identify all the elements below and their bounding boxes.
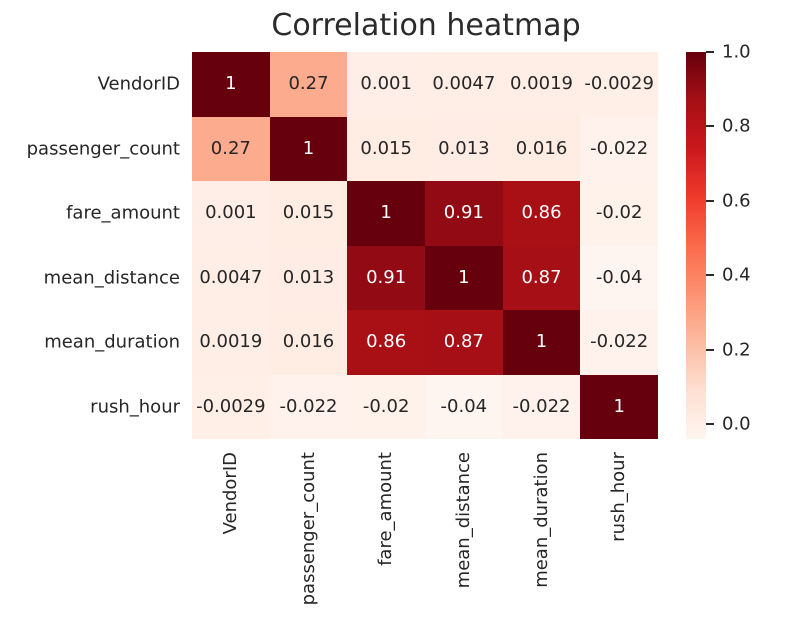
y-tick-label: mean_duration — [44, 331, 180, 353]
heatmap-cell: 0.91 — [425, 181, 503, 246]
heatmap-cell: 0.001 — [347, 52, 425, 117]
heatmap-cell: 0.0047 — [425, 52, 503, 117]
heatmap-cell: 0.0019 — [192, 310, 270, 375]
chart-title: Correlation heatmap — [271, 8, 581, 43]
heatmap-cell: 0.27 — [269, 52, 348, 117]
heatmap-cell: -0.0029 — [192, 374, 270, 439]
colorbar-tick-label: 1.0 — [722, 41, 751, 63]
colorbar-tick-label: 0.6 — [722, 190, 751, 212]
colorbar-tick-mark — [706, 423, 714, 426]
heatmap-cell: -0.022 — [580, 310, 658, 375]
heatmap-cell: 0.0019 — [502, 52, 581, 117]
heatmap-cell: 1 — [425, 245, 503, 310]
heatmap-cell: 1 — [502, 310, 581, 375]
y-tick-label: fare_amount — [66, 202, 180, 224]
heatmap-cell: 0.013 — [269, 245, 348, 310]
heatmap-cell: -0.02 — [580, 181, 658, 246]
heatmap-cell: 0.016 — [269, 310, 348, 375]
colorbar-tick-label: 0.8 — [722, 115, 751, 137]
heatmap-cell: 1 — [347, 181, 425, 246]
heatmap-cell: 0.013 — [425, 116, 503, 181]
heatmap-cell: -0.04 — [425, 374, 503, 439]
x-tick-label: mean_distance — [452, 452, 474, 589]
heatmap-cell: 0.016 — [502, 116, 581, 181]
colorbar-tick-label: 0.0 — [722, 413, 751, 435]
heatmap-cell: 1 — [192, 52, 270, 117]
heatmap-cell: -0.02 — [347, 374, 425, 439]
colorbar-tick-mark — [706, 274, 714, 277]
heatmap-cell: 0.86 — [502, 181, 581, 246]
heatmap-cell: 1 — [580, 374, 658, 439]
heatmap-cell: 0.015 — [269, 181, 348, 246]
x-tick-label: rush_hour — [608, 452, 630, 542]
heatmap-cell: -0.022 — [580, 116, 658, 181]
heatmap-cell: 1 — [269, 116, 348, 181]
y-tick-label: mean_distance — [43, 267, 180, 289]
colorbar-tick-mark — [706, 348, 714, 351]
heatmap-cell: 0.0047 — [192, 245, 270, 310]
heatmap-cell: 0.91 — [347, 245, 425, 310]
heatmap-cell: 0.87 — [502, 245, 581, 310]
heatmap-cell: -0.022 — [269, 374, 348, 439]
heatmap-cell: 0.87 — [425, 310, 503, 375]
colorbar-tick-mark — [706, 125, 714, 128]
colorbar-gradient — [686, 52, 706, 439]
heatmap-cell: -0.022 — [502, 374, 581, 439]
heatmap-cell: 0.27 — [192, 116, 270, 181]
x-tick-label: fare_amount — [375, 452, 397, 566]
heatmap-cell: 0.86 — [347, 310, 425, 375]
x-tick-label: VendorID — [219, 452, 241, 535]
x-tick-label: passenger_count — [297, 452, 319, 606]
colorbar-tick-label: 0.4 — [722, 264, 751, 286]
colorbar-tick-mark — [706, 51, 714, 53]
heatmap-cell: -0.0029 — [580, 52, 658, 117]
y-tick-label: passenger_count — [26, 138, 180, 160]
colorbar-tick-label: 0.2 — [722, 339, 751, 361]
y-tick-label: VendorID — [97, 73, 180, 95]
heatmap-cell: 0.015 — [347, 116, 425, 181]
heatmap-cell: -0.04 — [580, 245, 658, 310]
y-tick-label: rush_hour — [90, 396, 180, 418]
heatmap-cell: 0.001 — [192, 181, 270, 246]
colorbar-tick-mark — [706, 199, 714, 202]
x-tick-label: mean_duration — [530, 452, 552, 588]
